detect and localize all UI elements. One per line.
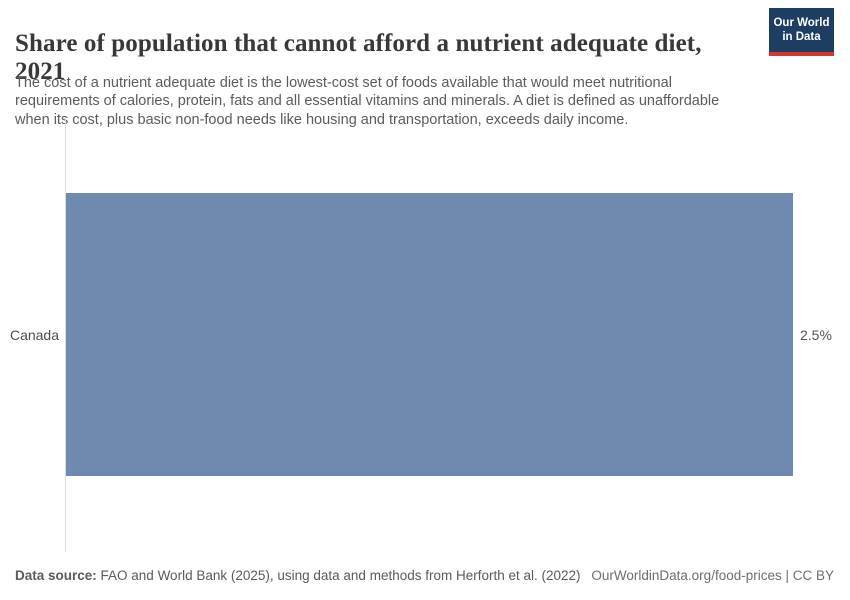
value-label-canada: 2.5%	[800, 327, 832, 343]
data-source-note: Data source: FAO and World Bank (2025), …	[15, 568, 581, 583]
owid-url-license-link[interactable]: OurWorldinData.org/food-prices | CC BY	[591, 568, 834, 583]
page-title: Share of population that cannot afford a…	[15, 29, 702, 85]
plot-area	[66, 193, 793, 476]
data-source-label: Data source:	[15, 568, 97, 583]
bar-canada	[66, 193, 793, 476]
chart-subtitle: The cost of a nutrient adequate diet is …	[15, 74, 720, 128]
data-source-text: FAO and World Bank (2025), using data an…	[96, 568, 581, 583]
y-axis-line	[65, 118, 66, 552]
entity-label-canada: Canada	[9, 327, 59, 343]
owid-logo-line1: Our World	[773, 17, 830, 29]
owid-logo-line2: in Data	[782, 31, 821, 43]
owid-logo-text: Our World in Data	[773, 16, 829, 44]
owid-logo[interactable]: Our World in Data	[769, 8, 834, 56]
